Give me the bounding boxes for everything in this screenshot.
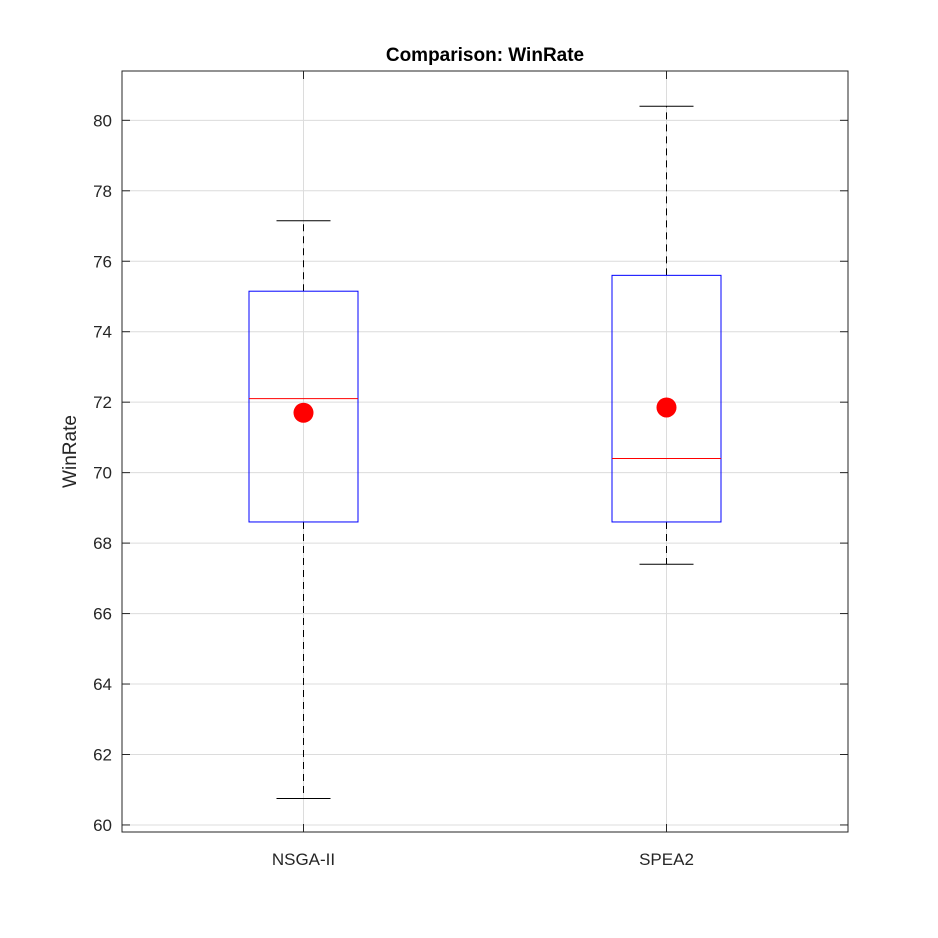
y-tick-label: 62 xyxy=(93,745,112,764)
ticks: 60 62 64 66 68 70 72 74 76 78 80 NSGA-II SPEA2 xyxy=(93,71,848,869)
y-tick-label: 76 xyxy=(93,252,112,271)
boxplot-spea2 xyxy=(611,105,722,565)
x-tick-label: SPEA2 xyxy=(639,850,694,869)
y-tick-label: 64 xyxy=(93,675,112,694)
y-tick-label: 66 xyxy=(93,605,112,624)
y-axis-label: WinRate xyxy=(60,415,81,488)
y-tick-label: 70 xyxy=(93,464,112,483)
iqr-box xyxy=(248,290,359,523)
grid xyxy=(122,71,848,832)
y-tick-label: 78 xyxy=(93,182,112,201)
y-tick-label: 74 xyxy=(93,323,112,342)
boxplot-nsga-ii xyxy=(248,220,359,800)
y-tick-label: 68 xyxy=(93,534,112,553)
boxplots xyxy=(248,105,722,800)
y-tick-label: 72 xyxy=(93,393,112,412)
mean-marker xyxy=(656,397,677,418)
x-tick-label: NSGA-II xyxy=(272,850,335,869)
iqr-box xyxy=(611,274,722,523)
axes-frame xyxy=(121,70,849,833)
y-tick-label: 80 xyxy=(93,111,112,130)
chart-title: Comparison: WinRate xyxy=(386,45,584,66)
y-tick-label: 60 xyxy=(93,816,112,835)
mean-marker xyxy=(293,402,314,423)
